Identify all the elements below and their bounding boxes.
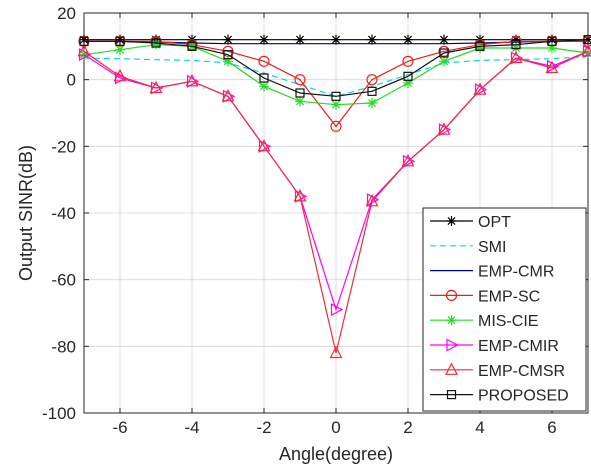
legend-label: EMP-CMR [478, 264, 554, 281]
data-point-mis-cie [115, 45, 125, 55]
y-tick-label: 0 [67, 71, 76, 90]
legend-label: PROPOSED [478, 388, 569, 405]
legend: OPT SMI EMP-CMR EMP-SC MIS-CIE EMP-CMIR EMP-CM… [423, 208, 586, 411]
y-axis-label: Output SINR(dB) [16, 145, 36, 281]
legend-label: EMP-SC [478, 288, 540, 305]
legend-label: OPT [478, 214, 511, 231]
legend-label: EMP-CMSR [478, 363, 565, 380]
legend-label: MIS-CIE [478, 313, 538, 330]
legend-swatch-marker [447, 315, 457, 325]
y-tick-label: 20 [57, 4, 76, 23]
x-tick-label: 4 [475, 418, 484, 437]
legend-label: SMI [478, 239, 506, 256]
x-tick-label: -2 [256, 418, 271, 437]
y-tick-label: -40 [51, 204, 76, 223]
x-tick-label: 0 [331, 418, 340, 437]
y-tick-label: -80 [51, 337, 76, 356]
x-axis-label: Angle(degree) [279, 444, 393, 464]
x-tick-label: -6 [112, 418, 127, 437]
legend-label: EMP-CMIR [478, 338, 559, 355]
data-point-mis-cie [367, 98, 377, 108]
data-point-mis-cie [295, 96, 305, 106]
data-point-mis-cie [439, 56, 449, 66]
y-tick-label: -20 [51, 137, 76, 156]
y-tick-label: -60 [51, 271, 76, 290]
x-tick-label: 6 [547, 418, 556, 437]
legend-swatch-marker [447, 216, 457, 226]
data-point-mis-cie [331, 100, 341, 110]
y-tick-label: -100 [42, 404, 76, 423]
x-tick-label: 2 [403, 418, 412, 437]
data-point-mis-cie [259, 81, 269, 91]
x-tick-label: -4 [184, 418, 199, 437]
